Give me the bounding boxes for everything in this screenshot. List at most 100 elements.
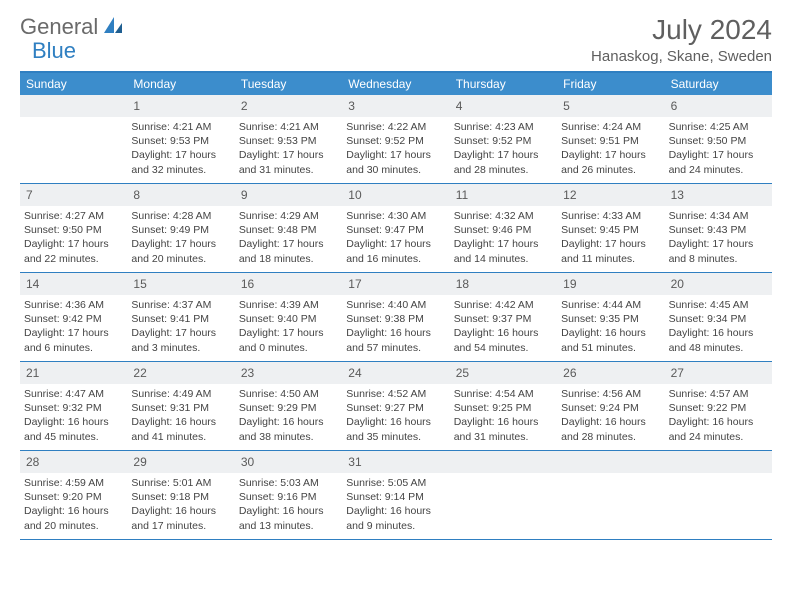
daylight-text: and 24 minutes. [669,163,768,177]
sunrise-text: Sunrise: 4:59 AM [24,476,123,490]
daynum-row [665,451,772,473]
sunrise-text: Sunrise: 4:30 AM [346,209,445,223]
day-number: 8 [133,188,140,202]
day-number: 22 [133,366,146,380]
day-number: 4 [456,99,463,113]
daylight-text: Daylight: 17 hours [131,326,230,340]
day-number: 1 [133,99,140,113]
sunrise-text: Sunrise: 4:21 AM [131,120,230,134]
daylight-text: Daylight: 16 hours [454,415,553,429]
sunset-text: Sunset: 9:48 PM [239,223,338,237]
day-cell: 15Sunrise: 4:37 AMSunset: 9:41 PMDayligh… [127,273,234,361]
daynum-row: 6 [665,95,772,117]
day-number: 12 [563,188,576,202]
day-cell: 8Sunrise: 4:28 AMSunset: 9:49 PMDaylight… [127,184,234,272]
daylight-text: and 14 minutes. [454,252,553,266]
daylight-text: Daylight: 16 hours [561,326,660,340]
daynum-row: 5 [557,95,664,117]
daynum-row: 15 [127,273,234,295]
sunset-text: Sunset: 9:45 PM [561,223,660,237]
sunset-text: Sunset: 9:51 PM [561,134,660,148]
day-cell: 2Sunrise: 4:21 AMSunset: 9:53 PMDaylight… [235,95,342,183]
day-number: 30 [241,455,254,469]
sunrise-text: Sunrise: 4:45 AM [669,298,768,312]
daylight-text: Daylight: 17 hours [346,237,445,251]
sunrise-text: Sunrise: 4:36 AM [24,298,123,312]
daynum-row: 12 [557,184,664,206]
day-cell: 9Sunrise: 4:29 AMSunset: 9:48 PMDaylight… [235,184,342,272]
daylight-text: and 3 minutes. [131,341,230,355]
daynum-row: 2 [235,95,342,117]
day-number: 11 [456,188,468,202]
sunrise-text: Sunrise: 4:28 AM [131,209,230,223]
daylight-text: and 0 minutes. [239,341,338,355]
daylight-text: Daylight: 17 hours [346,148,445,162]
daylight-text: and 17 minutes. [131,519,230,533]
dow-thursday: Thursday [450,73,557,95]
daylight-text: and 51 minutes. [561,341,660,355]
daynum-row: 26 [557,362,664,384]
daylight-text: Daylight: 17 hours [454,148,553,162]
daylight-text: Daylight: 16 hours [24,415,123,429]
day-cell: 11Sunrise: 4:32 AMSunset: 9:46 PMDayligh… [450,184,557,272]
sunset-text: Sunset: 9:31 PM [131,401,230,415]
logo-text-general: General [20,14,98,40]
dow-friday: Friday [557,73,664,95]
daynum-row: 29 [127,451,234,473]
daylight-text: Daylight: 16 hours [561,415,660,429]
sunrise-text: Sunrise: 4:49 AM [131,387,230,401]
sunrise-text: Sunrise: 4:29 AM [239,209,338,223]
day-cell: 18Sunrise: 4:42 AMSunset: 9:37 PMDayligh… [450,273,557,361]
day-number [563,455,566,469]
daylight-text: and 28 minutes. [561,430,660,444]
sunset-text: Sunset: 9:14 PM [346,490,445,504]
day-cell: 22Sunrise: 4:49 AMSunset: 9:31 PMDayligh… [127,362,234,450]
logo-sail-icon [102,15,124,40]
daynum-row [20,95,127,117]
day-number: 18 [456,277,469,291]
day-number: 29 [133,455,146,469]
sunset-text: Sunset: 9:52 PM [346,134,445,148]
daynum-row: 20 [665,273,772,295]
daylight-text: and 9 minutes. [346,519,445,533]
day-cell: 23Sunrise: 4:50 AMSunset: 9:29 PMDayligh… [235,362,342,450]
day-number [456,455,459,469]
daylight-text: and 11 minutes. [561,252,660,266]
week-row: 28Sunrise: 4:59 AMSunset: 9:20 PMDayligh… [20,451,772,540]
daynum-row: 9 [235,184,342,206]
daylight-text: Daylight: 17 hours [239,148,338,162]
day-cell [557,451,664,539]
sunrise-text: Sunrise: 4:47 AM [24,387,123,401]
daylight-text: and 32 minutes. [131,163,230,177]
day-number: 19 [563,277,576,291]
day-cell: 30Sunrise: 5:03 AMSunset: 9:16 PMDayligh… [235,451,342,539]
day-cell: 16Sunrise: 4:39 AMSunset: 9:40 PMDayligh… [235,273,342,361]
daynum-row: 16 [235,273,342,295]
sunrise-text: Sunrise: 4:40 AM [346,298,445,312]
sunset-text: Sunset: 9:32 PM [24,401,123,415]
daylight-text: and 22 minutes. [24,252,123,266]
daylight-text: and 31 minutes. [454,430,553,444]
sunset-text: Sunset: 9:53 PM [131,134,230,148]
daylight-text: and 26 minutes. [561,163,660,177]
sunset-text: Sunset: 9:35 PM [561,312,660,326]
daynum-row: 25 [450,362,557,384]
daynum-row: 10 [342,184,449,206]
sunrise-text: Sunrise: 4:39 AM [239,298,338,312]
sunset-text: Sunset: 9:18 PM [131,490,230,504]
day-cell: 31Sunrise: 5:05 AMSunset: 9:14 PMDayligh… [342,451,449,539]
day-cell: 26Sunrise: 4:56 AMSunset: 9:24 PMDayligh… [557,362,664,450]
sunrise-text: Sunrise: 4:21 AM [239,120,338,134]
day-number: 26 [563,366,576,380]
daylight-text: and 20 minutes. [131,252,230,266]
sunset-text: Sunset: 9:41 PM [131,312,230,326]
day-number: 6 [671,99,678,113]
daynum-row: 24 [342,362,449,384]
weeks-container: 1Sunrise: 4:21 AMSunset: 9:53 PMDaylight… [20,95,772,540]
sunrise-text: Sunrise: 5:05 AM [346,476,445,490]
day-number: 17 [348,277,361,291]
daylight-text: Daylight: 17 hours [669,237,768,251]
day-number: 23 [241,366,254,380]
sunset-text: Sunset: 9:50 PM [24,223,123,237]
sunset-text: Sunset: 9:20 PM [24,490,123,504]
